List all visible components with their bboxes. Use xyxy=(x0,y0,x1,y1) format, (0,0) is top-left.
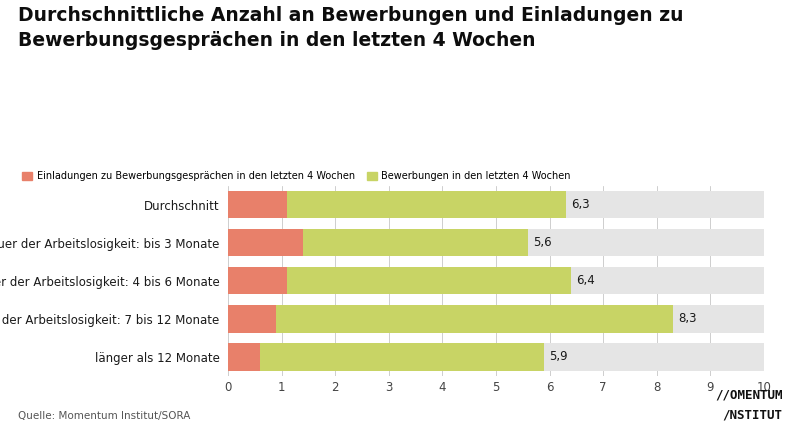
Bar xyxy=(228,229,528,257)
Text: //OMENTUM: //OMENTUM xyxy=(715,389,782,402)
Bar xyxy=(228,229,764,257)
Text: Durchschnittliche Anzahl an Bewerbungen und Einladungen zu
Bewerbungsgesprächen : Durchschnittliche Anzahl an Bewerbungen … xyxy=(18,6,683,50)
Bar xyxy=(228,305,276,333)
Bar xyxy=(228,305,673,333)
Legend: Einladungen zu Bewerbungsgesprächen in den letzten 4 Wochen, Bewerbungen in den : Einladungen zu Bewerbungsgesprächen in d… xyxy=(22,171,571,181)
Text: 5,6: 5,6 xyxy=(534,236,552,249)
Bar xyxy=(228,191,566,219)
Bar xyxy=(228,267,287,295)
Text: 5,9: 5,9 xyxy=(550,350,568,363)
Text: Quelle: Momentum Institut/SORA: Quelle: Momentum Institut/SORA xyxy=(18,411,190,421)
Bar xyxy=(228,191,764,219)
Bar xyxy=(228,305,764,333)
Bar xyxy=(228,343,260,371)
Text: 8,3: 8,3 xyxy=(678,312,697,325)
Text: 6,3: 6,3 xyxy=(571,198,590,211)
Text: 6,4: 6,4 xyxy=(576,274,595,287)
Bar xyxy=(228,229,303,257)
Bar xyxy=(228,267,571,295)
Bar xyxy=(228,191,287,219)
Bar xyxy=(228,267,764,295)
Bar xyxy=(228,343,764,371)
Bar xyxy=(228,343,544,371)
Text: /NSTITUT: /NSTITUT xyxy=(722,408,782,421)
